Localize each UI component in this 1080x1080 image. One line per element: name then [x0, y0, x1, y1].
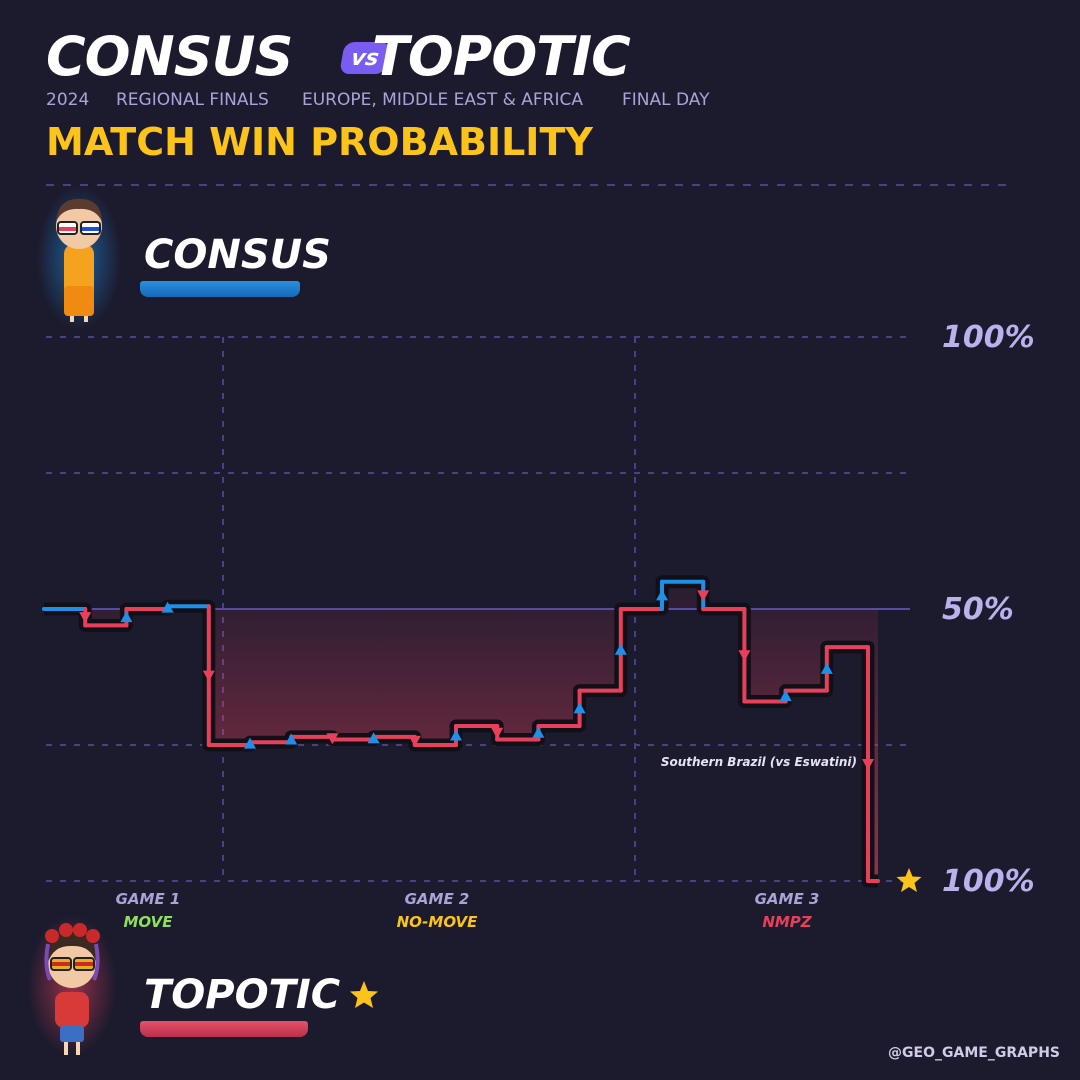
consus-color-bar — [140, 281, 300, 297]
player2-title: TOPOTIC — [372, 25, 631, 88]
star-icon — [350, 981, 379, 1008]
topotic-round-marker — [202, 670, 215, 682]
topotic-round-marker — [862, 759, 874, 771]
consus-round-marker — [120, 611, 133, 623]
game-1-label: GAME 1 — [115, 890, 181, 908]
consus-round-marker — [450, 729, 462, 741]
credit-handle: @GEO_GAME_GRAPHS — [888, 1045, 1060, 1061]
axis-label-bottom: 100% — [942, 864, 1035, 899]
consus-round-marker — [820, 662, 833, 674]
topotic-round-marker — [738, 650, 751, 662]
topotic-color-bar — [140, 1021, 308, 1037]
axis-label-mid: 50% — [942, 592, 1014, 627]
title-row: CONSUS vs TOPOTIC — [46, 22, 1046, 92]
consus-round-marker — [573, 702, 586, 714]
annotation-label: Southern Brazil (vs Eswatini) — [661, 755, 857, 769]
topotic-round-marker — [697, 590, 710, 602]
player1-title: CONSUS — [46, 25, 293, 88]
subtitle-region: EUROPE, MIDDLE EAST & AFRICA — [302, 90, 583, 110]
consus-round-marker — [532, 726, 545, 738]
game-3-label: GAME 3 — [754, 890, 820, 908]
topotic-round-marker — [491, 727, 504, 739]
topotic-avatar — [28, 915, 116, 1055]
consus-round-marker — [367, 732, 380, 744]
chart-title: MATCH WIN PROBABILITY — [46, 120, 593, 164]
game-1-mode: MOVE — [123, 913, 173, 931]
topotic-name-row: TOPOTIC — [144, 972, 380, 1018]
consus-round-marker — [285, 733, 298, 745]
consus-round-marker — [161, 601, 174, 613]
consus-round-marker — [244, 737, 256, 749]
consus-name: CONSUS — [144, 232, 331, 278]
subtitle-day: FINAL DAY — [622, 90, 710, 110]
topotic-round-marker — [408, 735, 421, 747]
game-2-label: GAME 2 — [404, 890, 470, 908]
topotic-round-marker — [79, 612, 92, 624]
subtitle-event: REGIONAL FINALS — [116, 90, 269, 110]
consus-avatar — [37, 186, 121, 330]
axis-label-top: 100% — [942, 320, 1035, 355]
probability-area — [44, 581, 878, 881]
winner-star-icon — [896, 868, 922, 892]
consus-round-marker — [656, 589, 668, 601]
subtitle-year: 2024 — [46, 90, 90, 110]
game-3-mode: NMPZ — [762, 913, 812, 931]
game-2-mode: NO-MOVE — [396, 913, 478, 931]
topotic-round-marker — [326, 733, 339, 745]
consus-round-marker — [614, 643, 627, 655]
topotic-name: TOPOTIC — [144, 972, 341, 1018]
consus-round-marker — [779, 690, 792, 702]
